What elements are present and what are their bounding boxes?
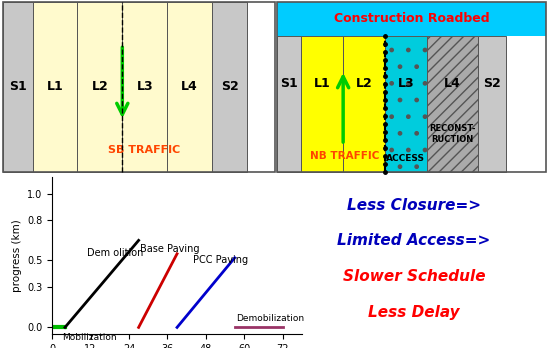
Text: L1: L1 xyxy=(314,77,330,90)
Text: S1: S1 xyxy=(9,80,26,94)
Text: Base Paving: Base Paving xyxy=(140,244,200,254)
Bar xyxy=(343,36,385,172)
Bar xyxy=(277,36,301,172)
Bar xyxy=(478,36,506,172)
Text: S1: S1 xyxy=(281,77,298,90)
Text: L4: L4 xyxy=(181,80,198,94)
Text: S2: S2 xyxy=(221,80,238,94)
Bar xyxy=(212,2,247,172)
Text: L3: L3 xyxy=(397,77,414,90)
Y-axis label: progress (km): progress (km) xyxy=(12,219,21,292)
Bar xyxy=(3,2,32,172)
Bar xyxy=(3,2,274,172)
Text: Slower Schedule: Slower Schedule xyxy=(343,269,485,284)
Text: S2: S2 xyxy=(483,77,501,90)
Text: Demobilization: Demobilization xyxy=(236,314,305,323)
Bar xyxy=(301,36,343,172)
Text: Dem olition: Dem olition xyxy=(87,248,144,259)
Text: Construction Roadbed: Construction Roadbed xyxy=(334,12,490,25)
Text: L2: L2 xyxy=(356,77,372,90)
Text: L2: L2 xyxy=(92,80,108,94)
Text: Less Closure=>: Less Closure=> xyxy=(347,198,481,213)
Bar xyxy=(277,2,546,36)
Text: Mobilization: Mobilization xyxy=(61,333,116,342)
Bar xyxy=(277,2,546,172)
Text: Limited Access=>: Limited Access=> xyxy=(337,232,491,248)
Bar xyxy=(77,2,122,172)
Bar xyxy=(427,36,478,172)
Text: Less Delay: Less Delay xyxy=(368,304,460,320)
Text: ACCESS: ACCESS xyxy=(386,154,425,163)
Text: PCC Paving: PCC Paving xyxy=(193,255,248,265)
Bar xyxy=(122,2,167,172)
Bar xyxy=(385,36,427,172)
Bar xyxy=(167,2,212,172)
Text: L3: L3 xyxy=(136,80,153,94)
Text: L1: L1 xyxy=(47,80,64,94)
Text: SB TRAFFIC: SB TRAFFIC xyxy=(108,145,180,155)
Bar xyxy=(32,2,77,172)
Text: L4: L4 xyxy=(444,77,461,90)
Text: RECONST-
RUCTION: RECONST- RUCTION xyxy=(429,124,475,144)
Text: NB TRAFFIC: NB TRAFFIC xyxy=(310,151,379,161)
